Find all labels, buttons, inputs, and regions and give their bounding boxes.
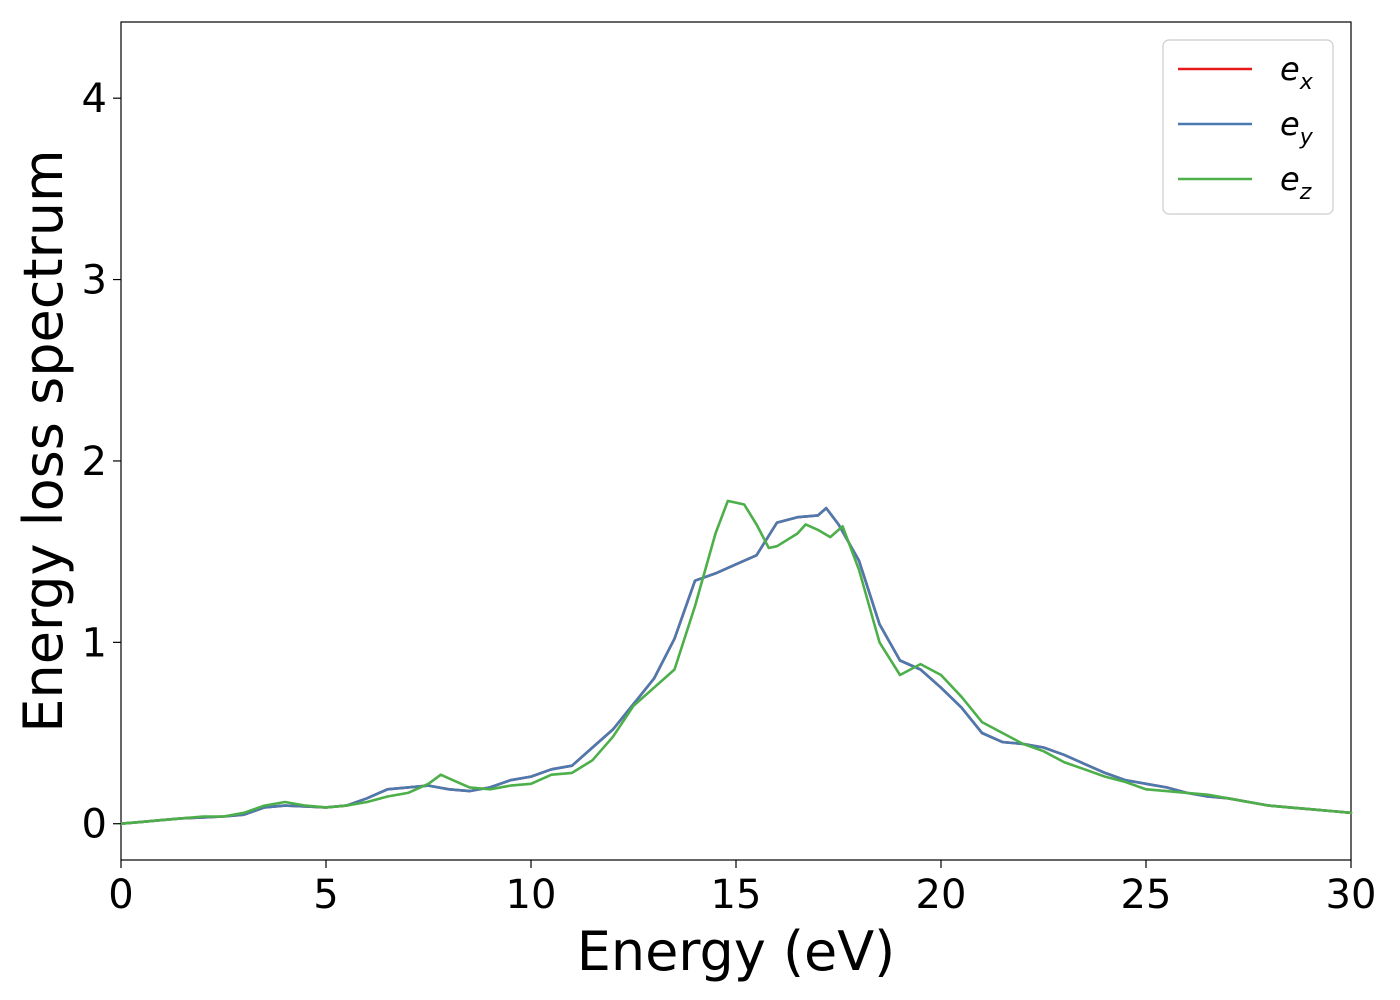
x-tick-label: 25 — [1121, 872, 1172, 918]
x-tick-label: 20 — [916, 872, 967, 918]
x-tick-label: 10 — [506, 872, 557, 918]
x-tick-label: 5 — [313, 872, 338, 918]
y-axis-label: Energy loss spectrum — [12, 149, 75, 732]
y-axis: 0 1 2 3 4 — [82, 76, 121, 848]
series-layer — [119, 499, 1353, 825]
legend-frame — [1162, 39, 1334, 215]
y-tick-label: 4 — [82, 76, 107, 122]
series-line-e-y — [119, 506, 1353, 825]
legend-label-e-y: ey — [1280, 105, 1314, 150]
x-axis: 0 5 10 15 20 25 30 — [108, 860, 1376, 918]
x-tick-label: 30 — [1326, 872, 1377, 918]
x-axis-label: Energy (eV) — [577, 920, 896, 983]
x-tick-label: 0 — [108, 872, 133, 918]
x-tick-label: 15 — [711, 872, 762, 918]
series-line-e-z — [119, 499, 1353, 825]
y-tick-label: 0 — [82, 802, 107, 848]
y-tick-label: 3 — [82, 258, 107, 304]
series-line-e-x — [119, 506, 1353, 825]
legend-label-e-x: ex — [1280, 50, 1314, 95]
y-tick-label: 1 — [82, 620, 107, 666]
y-tick-label: 2 — [82, 439, 107, 485]
